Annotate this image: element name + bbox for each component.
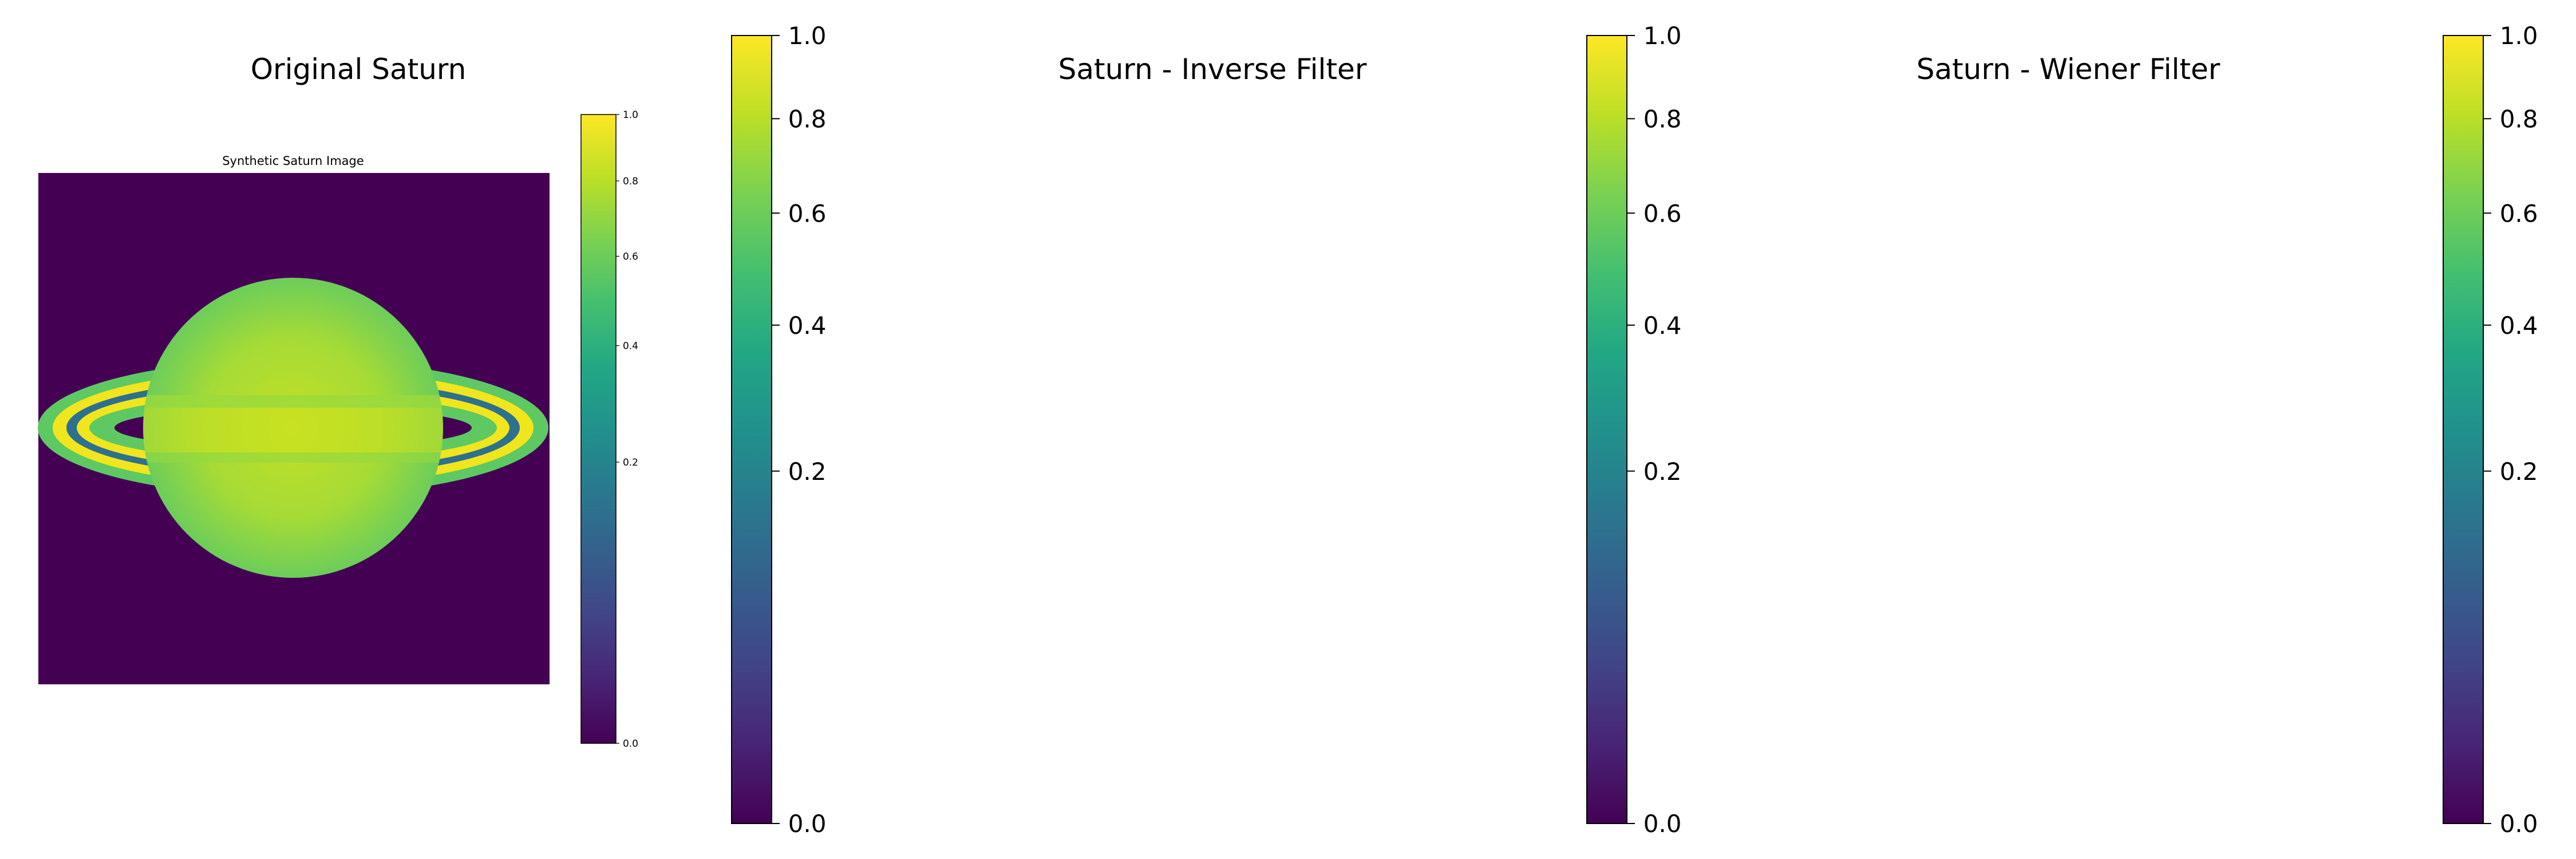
embedded-colorbar-tick-label: 0.8 xyxy=(623,176,638,187)
panel-3-title: Saturn - Wiener Filter xyxy=(1917,53,2221,86)
panel-3-colorbar-tick-label: 0.2 xyxy=(2500,458,2538,486)
saturn-image xyxy=(38,173,550,684)
embedded-colorbar-tick-label: 0.0 xyxy=(623,738,638,750)
planet-band-1 xyxy=(143,395,443,408)
panel-1-colorbar-tick-label: 0.2 xyxy=(788,458,827,486)
embedded-colorbar-tick-label: 0.6 xyxy=(623,251,638,263)
panel-1-colorbar-tick-label: 1.0 xyxy=(788,22,827,50)
panel-1-title: Original Saturn xyxy=(251,53,467,86)
panel-3-colorbar-tick-label: 0.6 xyxy=(2500,199,2538,227)
embedded-colorbar-tick-label: 0.4 xyxy=(623,341,638,352)
panel-2-colorbar xyxy=(1586,35,1627,824)
panel-3-colorbar-tick-label: 0.0 xyxy=(2500,810,2538,838)
embedded-colorbar xyxy=(580,114,617,744)
planet-band-3 xyxy=(143,452,443,463)
panel-3-colorbar-tick-label: 0.8 xyxy=(2500,105,2538,133)
panel-2-colorbar-tick-label: 0.0 xyxy=(1643,810,1682,838)
panel-3-colorbar-ticks: 0.0 0.2 0.4 0.6 0.8 1.0 xyxy=(2483,22,2538,838)
panel-3-colorbar xyxy=(2443,35,2484,824)
embedded-figure-title: Synthetic Saturn Image xyxy=(222,154,364,168)
panel-2-colorbar-tick-label: 0.6 xyxy=(1643,199,1682,227)
panel-3-colorbar-tick-label: 1.0 xyxy=(2500,22,2538,50)
panel-1-colorbar-tick-label: 0.4 xyxy=(788,312,827,340)
panel-2-colorbar-tick-label: 0.4 xyxy=(1643,312,1682,340)
panel-1-colorbar xyxy=(731,35,772,824)
panel-2-colorbar-tick-label: 0.8 xyxy=(1643,105,1682,133)
panel-1-colorbar-ticks: 0.0 0.2 0.4 0.6 0.8 1.0 xyxy=(772,22,826,838)
panel-1-colorbar-tick-label: 0.6 xyxy=(788,199,827,227)
panel-2-colorbar-tick-label: 0.2 xyxy=(1643,458,1682,486)
panel-3-colorbar-tick-label: 0.4 xyxy=(2500,312,2538,340)
panel-1-colorbar-tick-label: 0.0 xyxy=(788,810,827,838)
embedded-colorbar-ticks: 0.0 0.2 0.4 0.6 0.8 1.0 xyxy=(616,109,638,750)
embedded-colorbar-tick-label: 1.0 xyxy=(623,109,638,121)
panel-2-title: Saturn - Inverse Filter xyxy=(1058,53,1367,86)
panel-2-colorbar-tick-label: 1.0 xyxy=(1643,22,1682,50)
embedded-colorbar-tick-label: 0.2 xyxy=(623,457,638,468)
planet-band-2 xyxy=(143,408,443,452)
panel-1-colorbar-tick-label: 0.8 xyxy=(788,105,827,133)
panel-2-colorbar-ticks: 0.0 0.2 0.4 0.6 0.8 1.0 xyxy=(1627,22,1681,838)
